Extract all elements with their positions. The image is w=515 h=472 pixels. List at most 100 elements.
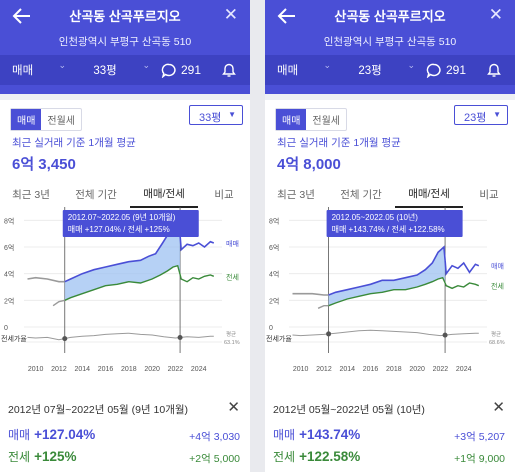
sale-line <box>444 260 480 276</box>
tab-sale-jeonse[interactable]: 매매/전세 <box>130 180 198 208</box>
tab-compare[interactable]: 비교 <box>214 188 234 201</box>
notification-button[interactable] <box>214 63 244 78</box>
size-dropdown[interactable]: 33평 ⌄ <box>93 60 150 77</box>
tooltip-period: 2012.07~2022.05 (9년 10개월) <box>68 212 176 222</box>
y-tick-label: 0 <box>4 325 8 332</box>
deal-type-dropdown[interactable]: 매매 ⌄ <box>277 60 331 77</box>
ratio-avg-label: 평균 <box>226 331 236 338</box>
tab-sale-jeonse[interactable]: 매매/전세 <box>395 180 463 208</box>
summary-range: 2012년 07월~2022년 05월 (9년 10개월) <box>8 404 189 416</box>
ratio-start-marker <box>326 331 332 337</box>
jeonse-line <box>328 276 446 307</box>
x-tick-label: 2018 <box>121 366 137 373</box>
panel-33pyeong: 산곡동 산곡푸르지오 ✕ 인천광역시 부평구 산곡동 510 매매 ⌄ 33평 ⌄ … <box>0 0 250 472</box>
sale-change-amount: +3억 5,207 <box>454 431 505 443</box>
talk-count: 291 <box>180 63 202 77</box>
y-tick-label: 2억 <box>4 297 14 305</box>
jeonse-toggle[interactable]: 전월세 <box>312 116 341 127</box>
chevron-down-icon: ⌄ <box>407 60 415 70</box>
tooltip-rates: 매매 +143.74% / 전세 +122.58% <box>332 224 445 234</box>
filter-bar: 매매 ⌄ 23평 ⌄ 291 <box>265 55 515 85</box>
average-price: 4억 8,000 <box>277 156 341 173</box>
jeonse-change: 전세 +122.58% <box>273 449 361 464</box>
y-tick-label: 2억 <box>269 297 279 305</box>
page-title: 산곡동 산곡푸르지오 <box>69 9 181 24</box>
talk-button[interactable]: 291 <box>148 63 214 78</box>
x-tick-label: 2012 <box>316 366 332 373</box>
ratio-title: 전세가율 <box>266 334 292 343</box>
panel-23pyeong: 산곡동 산곡푸르지오 ✕ 인천광역시 부평구 산곡동 510 매매 ⌄ 23평 ⌄ … <box>265 0 515 472</box>
y-tick-label: 0 <box>269 325 273 332</box>
price-chart[interactable]: 8억 6억 4억 2억 0 2010 2012 2014 2016 2018 2020 2022 202… <box>265 203 515 385</box>
ratio-avg-label: 평균 <box>491 331 501 338</box>
sale-toggle[interactable]: 매매 <box>11 109 42 130</box>
close-icon[interactable]: ✕ <box>492 399 505 416</box>
period-tabs: 최근 3년 전체 기간 매매/전세 비교 <box>0 180 250 208</box>
jeonse-change: 전세 +125% <box>8 449 77 464</box>
sale-line <box>27 276 65 283</box>
price-chart[interactable]: 8억 6억 4억 2억 0 2010 2012 2014 2016 2018 2020 2022 202… <box>0 203 250 385</box>
ratio-line <box>27 332 214 341</box>
close-icon[interactable]: ✕ <box>488 5 503 24</box>
x-tick-label: 2012 <box>51 366 67 373</box>
back-arrow-icon[interactable] <box>277 7 297 25</box>
sale-line <box>328 245 446 296</box>
back-arrow-icon[interactable] <box>12 7 32 25</box>
trade-type-toggle: 매매 전월세 <box>275 108 348 131</box>
jeonse-change-amount: +2억 5,000 <box>189 453 240 465</box>
notification-button[interactable] <box>479 63 509 78</box>
legend-sale: 매매 <box>491 263 504 271</box>
caret-down-icon: ▼ <box>493 110 501 119</box>
average-label: 최근 실거래 기준 1개월 평균 <box>277 137 401 149</box>
period-summary: 2012년 05월~2022년 05월 (10년) ✕ 매매 +143.74% +… <box>265 388 515 472</box>
tooltip-period: 2012.05~2022.05 (10년) <box>332 212 419 222</box>
sale-toggle[interactable]: 매매 <box>276 109 307 130</box>
deal-type-dropdown[interactable]: 매매 ⌄ <box>12 60 66 77</box>
x-tick-label: 2014 <box>74 366 90 373</box>
bell-icon <box>222 63 236 77</box>
size-dropdown[interactable]: 23평 ⌄ <box>358 60 415 77</box>
y-tick-label: 8억 <box>4 217 14 225</box>
sale-change-amount: +4억 3,030 <box>189 431 240 443</box>
caret-down-icon: ▼ <box>228 110 236 119</box>
close-icon[interactable]: ✕ <box>223 5 238 24</box>
y-tick-label: 8억 <box>269 217 279 225</box>
y-tick-label: 6억 <box>269 244 279 252</box>
tab-recent-3y[interactable]: 최근 3년 <box>277 188 315 201</box>
tab-compare[interactable]: 비교 <box>479 188 499 201</box>
x-tick-label: 2016 <box>98 366 114 373</box>
chevron-down-icon: ⌄ <box>142 60 150 70</box>
x-tick-label: 2022 <box>433 366 449 373</box>
x-tick-label: 2014 <box>339 366 355 373</box>
size-select[interactable]: 33평 ▼ <box>189 105 243 125</box>
average-label: 최근 실거래 기준 1개월 평균 <box>12 137 136 149</box>
chevron-down-icon: ⌄ <box>323 60 331 70</box>
talk-button[interactable]: 291 <box>413 63 479 78</box>
x-tick-label: 2024 <box>191 366 207 373</box>
period-tabs: 최근 3년 전체 기간 매매/전세 비교 <box>265 180 515 208</box>
x-tick-label: 2016 <box>363 366 379 373</box>
size-select[interactable]: 23평 ▼ <box>454 105 508 125</box>
close-icon[interactable]: ✕ <box>227 399 240 416</box>
filter-bar: 매매 ⌄ 33평 ⌄ 291 <box>0 55 250 85</box>
chat-bubble-icon <box>426 63 441 78</box>
app-header: 산곡동 산곡푸르지오 ✕ 인천광역시 부평구 산곡동 510 매매 ⌄ 23평 ⌄ … <box>265 0 515 94</box>
gap-area <box>328 247 446 306</box>
chevron-down-icon: ⌄ <box>58 60 66 70</box>
address-label: 인천광역시 부평구 산곡동 510 <box>58 36 192 48</box>
jeonse-toggle[interactable]: 전월세 <box>47 116 76 127</box>
ratio-end-marker <box>442 332 448 338</box>
tooltip-rates: 매매 +127.04% / 전세 +125% <box>68 224 170 234</box>
trade-type-toggle: 매매 전월세 <box>10 108 83 131</box>
summary-range: 2012년 05월~2022년 05월 (10년) <box>273 404 425 416</box>
tab-recent-3y[interactable]: 최근 3년 <box>12 188 50 201</box>
jeonse-line <box>317 305 329 309</box>
x-tick-label: 2024 <box>456 366 472 373</box>
tab-all-period[interactable]: 전체 기간 <box>340 188 382 201</box>
legend-jeonse: 전세 <box>226 272 239 281</box>
jeonse-change-amount: +1억 9,000 <box>454 453 505 465</box>
legend-jeonse: 전세 <box>491 282 504 291</box>
tab-all-period[interactable]: 전체 기간 <box>75 188 117 201</box>
jeonse-line <box>179 274 215 283</box>
x-tick-label: 2020 <box>409 366 425 373</box>
